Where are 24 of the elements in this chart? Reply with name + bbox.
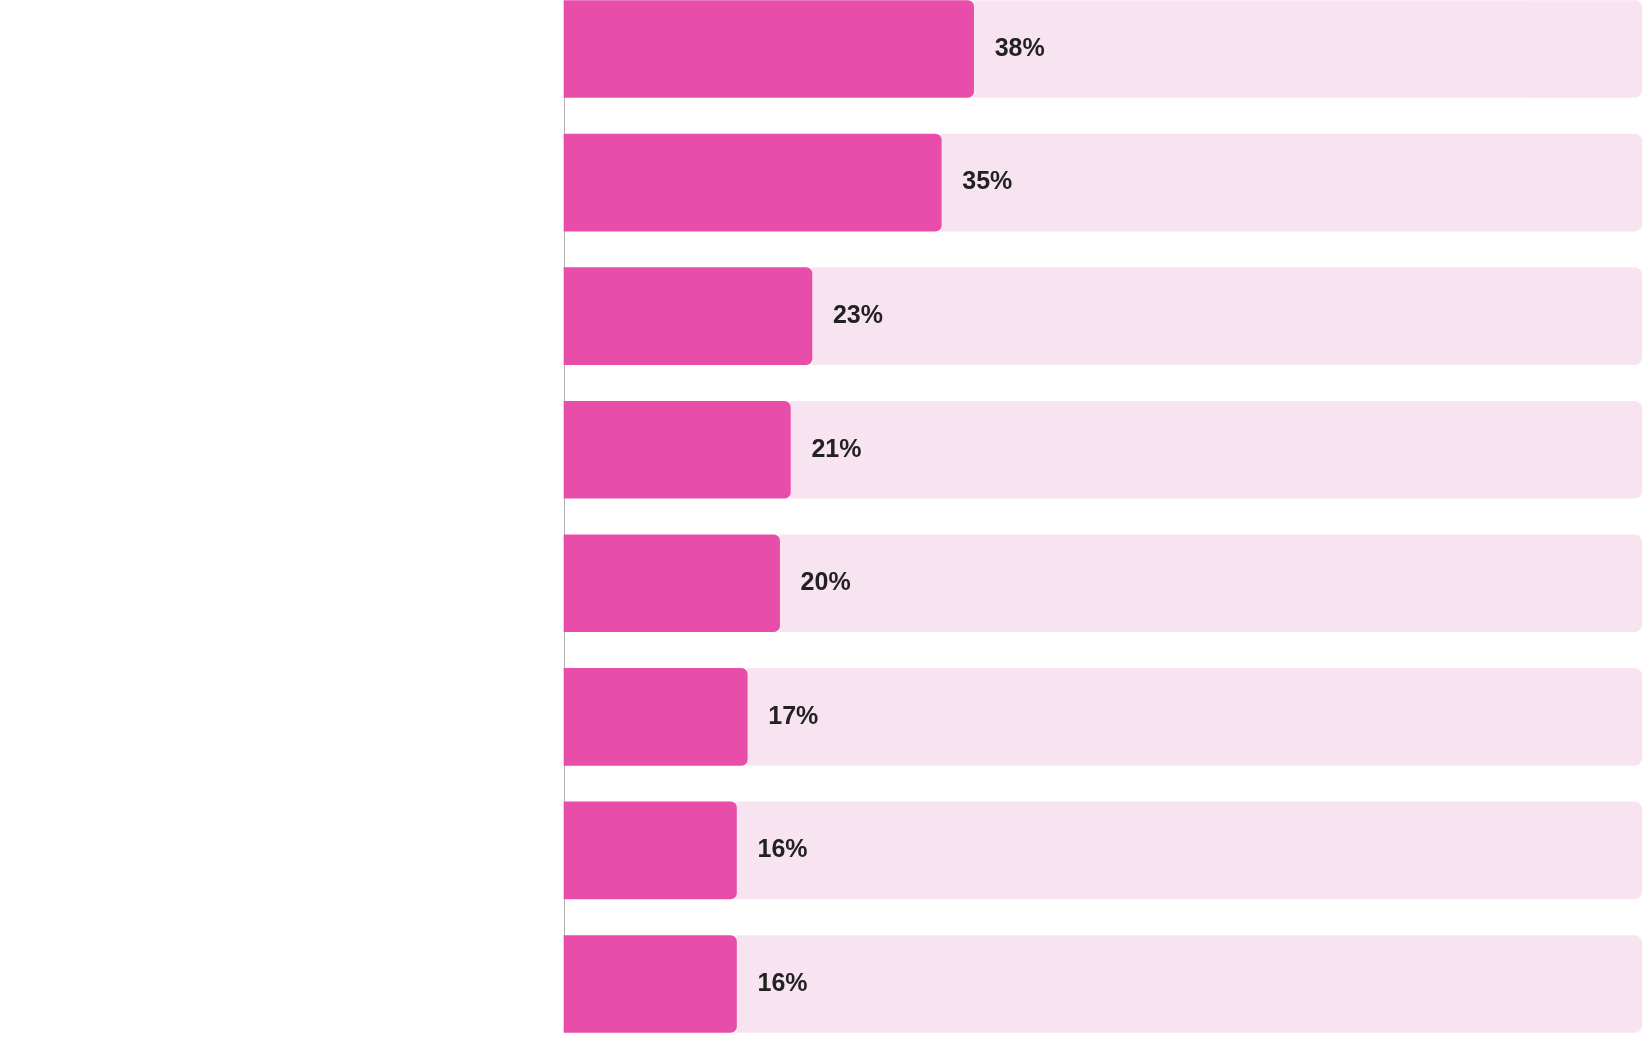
bar (563, 267, 813, 365)
bar (563, 534, 780, 633)
bar (736, 801, 1643, 900)
bar (746, 668, 1643, 766)
data-label: 38% (994, 32, 1045, 61)
data-label: 21% (811, 433, 862, 462)
bar (790, 400, 1643, 499)
data-label: 23% (832, 300, 883, 329)
bar (779, 534, 1643, 633)
bar (973, 0, 1643, 98)
bar (563, 400, 791, 499)
data-label: 35% (962, 166, 1013, 195)
data-label: 20% (800, 567, 851, 596)
bar (736, 935, 1643, 1033)
bar (563, 0, 974, 98)
bar (563, 801, 737, 900)
bar (563, 133, 942, 232)
bar (563, 935, 737, 1033)
bar (811, 267, 1643, 365)
bar (563, 668, 748, 766)
data-label: 16% (757, 967, 808, 996)
data-label: 17% (768, 700, 819, 729)
data-label: 16% (757, 834, 808, 863)
bar (940, 133, 1643, 232)
